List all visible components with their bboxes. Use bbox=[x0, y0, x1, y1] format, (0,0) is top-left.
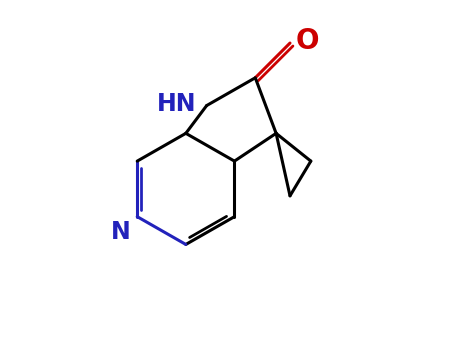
Text: O: O bbox=[295, 27, 318, 55]
Text: N: N bbox=[111, 220, 130, 244]
Text: HN: HN bbox=[157, 92, 196, 116]
